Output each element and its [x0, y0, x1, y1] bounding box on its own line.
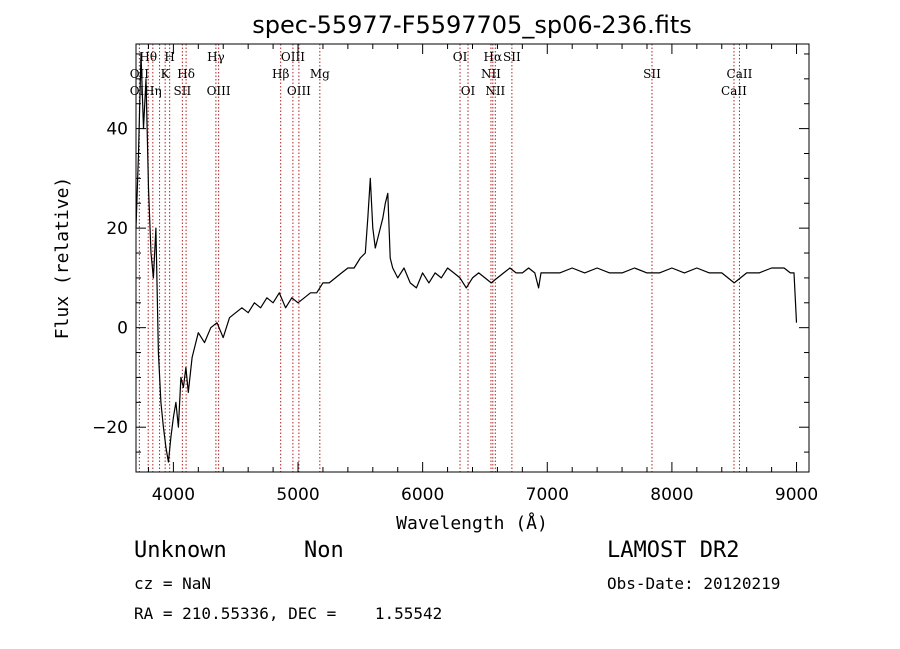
- line-label-top-1: H: [164, 50, 174, 64]
- spectrum-series: [135, 53, 798, 463]
- axis-tick-labels: 4000 5000 6000 7000 8000 9000 −20 0 20 40: [92, 120, 818, 505]
- observation-date: Obs-Date: 20120219: [607, 574, 781, 593]
- plot-frame: [135, 43, 810, 473]
- x-tick-label-3: 7000: [526, 485, 569, 505]
- y-tick-label-1: 0: [117, 319, 128, 339]
- spectrum-line-0: [135, 53, 798, 463]
- line-label-low-3: OIII: [207, 84, 231, 98]
- coordinates: RA = 210.55336, DEC = 1.55542: [134, 604, 443, 623]
- x-tick-label-5: 9000: [775, 485, 818, 505]
- y-tick-label-3: 40: [106, 120, 128, 140]
- line-label-top-5: Hα: [484, 50, 503, 64]
- line-label-top-6: SII: [503, 50, 521, 64]
- survey-name: LAMOST DR2: [607, 538, 740, 563]
- line-label-low-7: CaII: [721, 84, 747, 98]
- y-tick-label-0: −20: [92, 418, 128, 438]
- line-label-mid-6: SII: [643, 67, 661, 81]
- line-label-mid-5: NII: [481, 67, 501, 81]
- line-label-mid-4: Mg: [310, 67, 330, 81]
- line-label-top-2: Hγ: [207, 50, 225, 64]
- redshift-cz: cz = NaN: [134, 574, 212, 593]
- line-label-mid-0: OII: [130, 67, 150, 81]
- emission-line-markers: [138, 44, 740, 472]
- x-tick-label-1: 5000: [276, 485, 319, 505]
- line-label-low-6: NII: [485, 84, 505, 98]
- y-axis-label: Flux (relative): [52, 177, 73, 340]
- line-label-mid-2: Hδ: [177, 67, 195, 81]
- line-label-mid-7: CaII: [727, 67, 753, 81]
- axis-ticks: [136, 44, 809, 472]
- line-label-top-3: OIII: [281, 50, 305, 64]
- object-subclass: Non: [304, 538, 344, 563]
- x-tick-label-0: 4000: [152, 485, 195, 505]
- line-label-mid-1: K: [161, 67, 171, 81]
- x-tick-label-4: 8000: [650, 485, 693, 505]
- line-label-low-4: OIII: [287, 84, 311, 98]
- y-tick-label-2: 20: [106, 219, 128, 239]
- x-tick-label-2: 6000: [401, 485, 444, 505]
- line-label-low-1: Hη: [144, 84, 162, 98]
- line-label-low-5: OI: [461, 84, 476, 98]
- line-label-top-0: Hθ: [139, 50, 157, 64]
- x-axis-label: Wavelength (Å): [396, 512, 548, 534]
- line-label-low-2: SII: [174, 84, 192, 98]
- line-label-top-4: OI: [453, 50, 468, 64]
- line-label-mid-3: Hβ: [272, 67, 289, 81]
- chart-title: spec-55977-F5597705_sp06-236.fits: [252, 11, 691, 39]
- object-class: Unknown: [134, 538, 227, 563]
